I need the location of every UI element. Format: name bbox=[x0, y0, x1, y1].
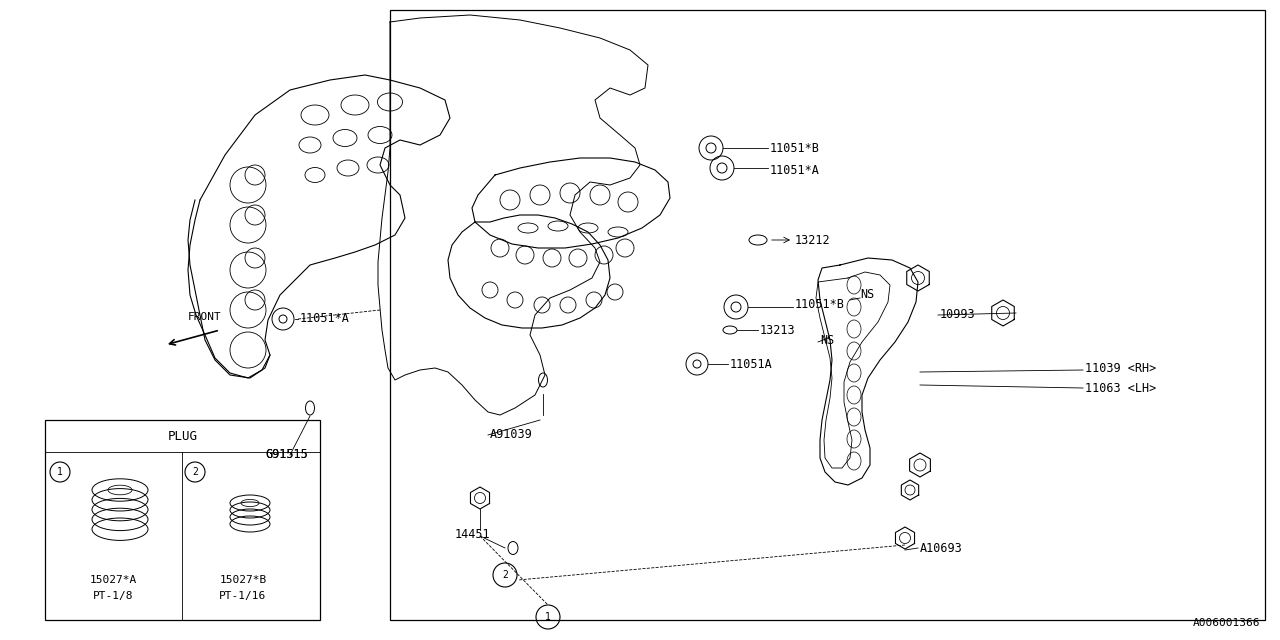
Text: A006001366: A006001366 bbox=[1193, 618, 1260, 628]
Text: G91515: G91515 bbox=[265, 449, 307, 461]
Text: NS: NS bbox=[820, 333, 835, 346]
Text: 11039 <RH>: 11039 <RH> bbox=[1085, 362, 1156, 374]
Text: PT-1/16: PT-1/16 bbox=[219, 591, 266, 601]
Bar bbox=[45, 420, 320, 620]
Text: FRONT: FRONT bbox=[188, 312, 221, 322]
Text: 1: 1 bbox=[58, 467, 63, 477]
Text: 2: 2 bbox=[502, 570, 508, 580]
Text: G91515: G91515 bbox=[265, 449, 307, 461]
Text: 11051*A: 11051*A bbox=[771, 163, 820, 177]
Text: 15027*A: 15027*A bbox=[90, 575, 137, 585]
Text: 11063 <LH>: 11063 <LH> bbox=[1085, 381, 1156, 394]
Text: 1: 1 bbox=[545, 612, 550, 622]
Text: 11051A: 11051A bbox=[730, 358, 773, 371]
Text: 2: 2 bbox=[192, 467, 198, 477]
Text: PT-1/8: PT-1/8 bbox=[92, 591, 133, 601]
Text: 11051*A: 11051*A bbox=[300, 312, 349, 324]
Text: 13213: 13213 bbox=[760, 323, 796, 337]
Bar bbox=[390, 10, 1265, 620]
Text: NS: NS bbox=[860, 289, 874, 301]
Text: 14451: 14451 bbox=[454, 529, 490, 541]
Text: A10693: A10693 bbox=[920, 541, 963, 554]
Text: 13212: 13212 bbox=[795, 234, 831, 246]
Text: A91039: A91039 bbox=[490, 429, 532, 442]
Text: 11051*B: 11051*B bbox=[771, 141, 820, 154]
Text: 15027*B: 15027*B bbox=[219, 575, 266, 585]
Text: PLUG: PLUG bbox=[168, 429, 197, 442]
Text: 10993: 10993 bbox=[940, 308, 975, 321]
Text: 11051*B: 11051*B bbox=[795, 298, 845, 312]
